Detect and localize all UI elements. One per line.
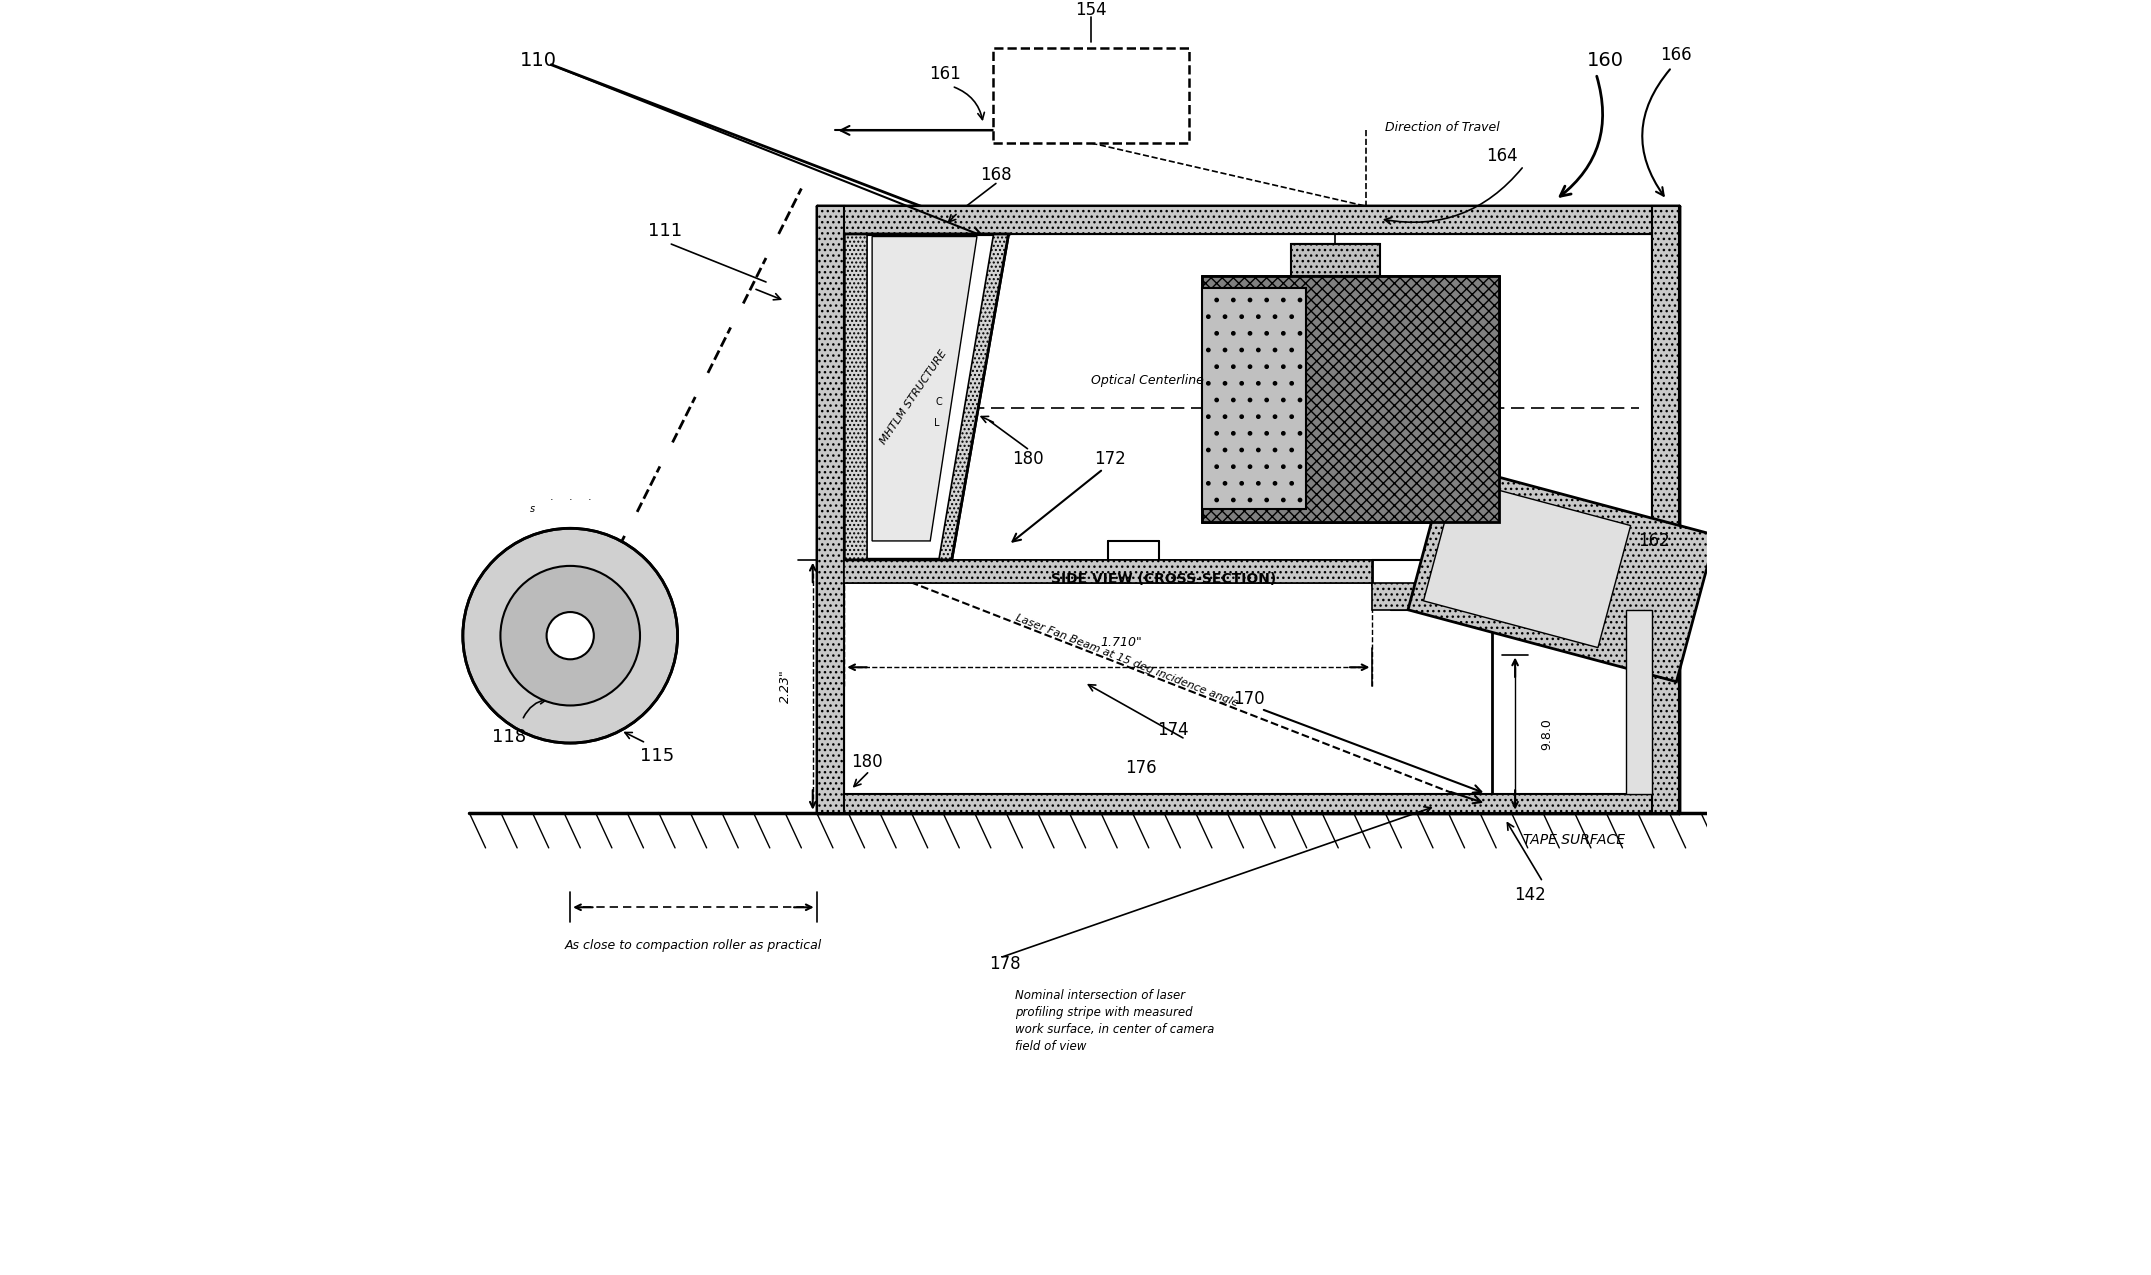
Text: 160: 160 <box>1587 51 1624 70</box>
Text: s: s <box>529 505 536 514</box>
Text: 118: 118 <box>493 728 527 746</box>
Bar <box>845 560 1372 583</box>
Bar <box>817 207 1680 235</box>
Text: Optical Centerline: Optical Centerline <box>1091 374 1205 388</box>
Bar <box>1202 288 1306 509</box>
Text: Laser Fan Beam at 15 deg incidence angle: Laser Fan Beam at 15 deg incidence angle <box>1015 613 1241 709</box>
Text: 161: 161 <box>929 65 961 83</box>
Text: TAPE SURFACE: TAPE SURFACE <box>1523 834 1624 848</box>
Text: Nominal intersection of laser
profiling stripe with measured
work surface, in ce: Nominal intersection of laser profiling … <box>1015 989 1215 1053</box>
Text: 154: 154 <box>1076 1 1108 19</box>
Text: 164: 164 <box>1486 147 1519 164</box>
Text: 174: 174 <box>1157 722 1190 740</box>
Bar <box>1652 207 1680 812</box>
Text: .: . <box>587 492 592 502</box>
Text: 110: 110 <box>521 51 557 70</box>
Bar <box>1202 275 1499 521</box>
Bar <box>1409 463 1716 682</box>
Text: 172: 172 <box>1093 450 1125 468</box>
Polygon shape <box>867 236 994 558</box>
Bar <box>1291 244 1381 275</box>
Text: Direction of Travel: Direction of Travel <box>1385 121 1499 134</box>
Polygon shape <box>871 236 977 541</box>
Text: 180: 180 <box>1011 450 1043 468</box>
Circle shape <box>462 528 678 743</box>
Text: 162: 162 <box>1637 532 1669 550</box>
Text: 9.8.0: 9.8.0 <box>1540 718 1553 750</box>
Text: 111: 111 <box>647 222 682 241</box>
Text: 2.23": 2.23" <box>779 669 792 703</box>
Text: 115: 115 <box>639 747 673 765</box>
Circle shape <box>501 566 641 705</box>
Text: L: L <box>934 418 940 428</box>
Bar <box>994 48 1190 143</box>
Text: As close to compaction roller as practical: As close to compaction roller as practic… <box>566 938 822 951</box>
Polygon shape <box>1626 611 1652 793</box>
Text: C: C <box>936 397 942 407</box>
Polygon shape <box>845 235 1009 560</box>
Text: .: . <box>549 492 553 502</box>
Text: 168: 168 <box>981 166 1011 184</box>
Text: 178: 178 <box>989 955 1022 973</box>
Circle shape <box>546 612 594 659</box>
Bar <box>1424 479 1630 648</box>
Bar <box>817 793 1680 812</box>
Text: .: . <box>568 492 572 502</box>
Text: 166: 166 <box>1661 46 1691 64</box>
Text: SIDE VIEW (CROSS-SECTION): SIDE VIEW (CROSS-SECTION) <box>1052 572 1276 585</box>
Text: MHTLM STRUCTURE: MHTLM STRUCTURE <box>878 348 949 446</box>
Bar <box>1372 583 1493 611</box>
Text: 180: 180 <box>850 754 882 771</box>
Text: 142: 142 <box>1514 886 1547 904</box>
Text: 1.710": 1.710" <box>1099 635 1142 649</box>
Text: 176: 176 <box>1125 760 1157 778</box>
Text: 170: 170 <box>1233 690 1265 708</box>
Bar <box>817 207 845 812</box>
